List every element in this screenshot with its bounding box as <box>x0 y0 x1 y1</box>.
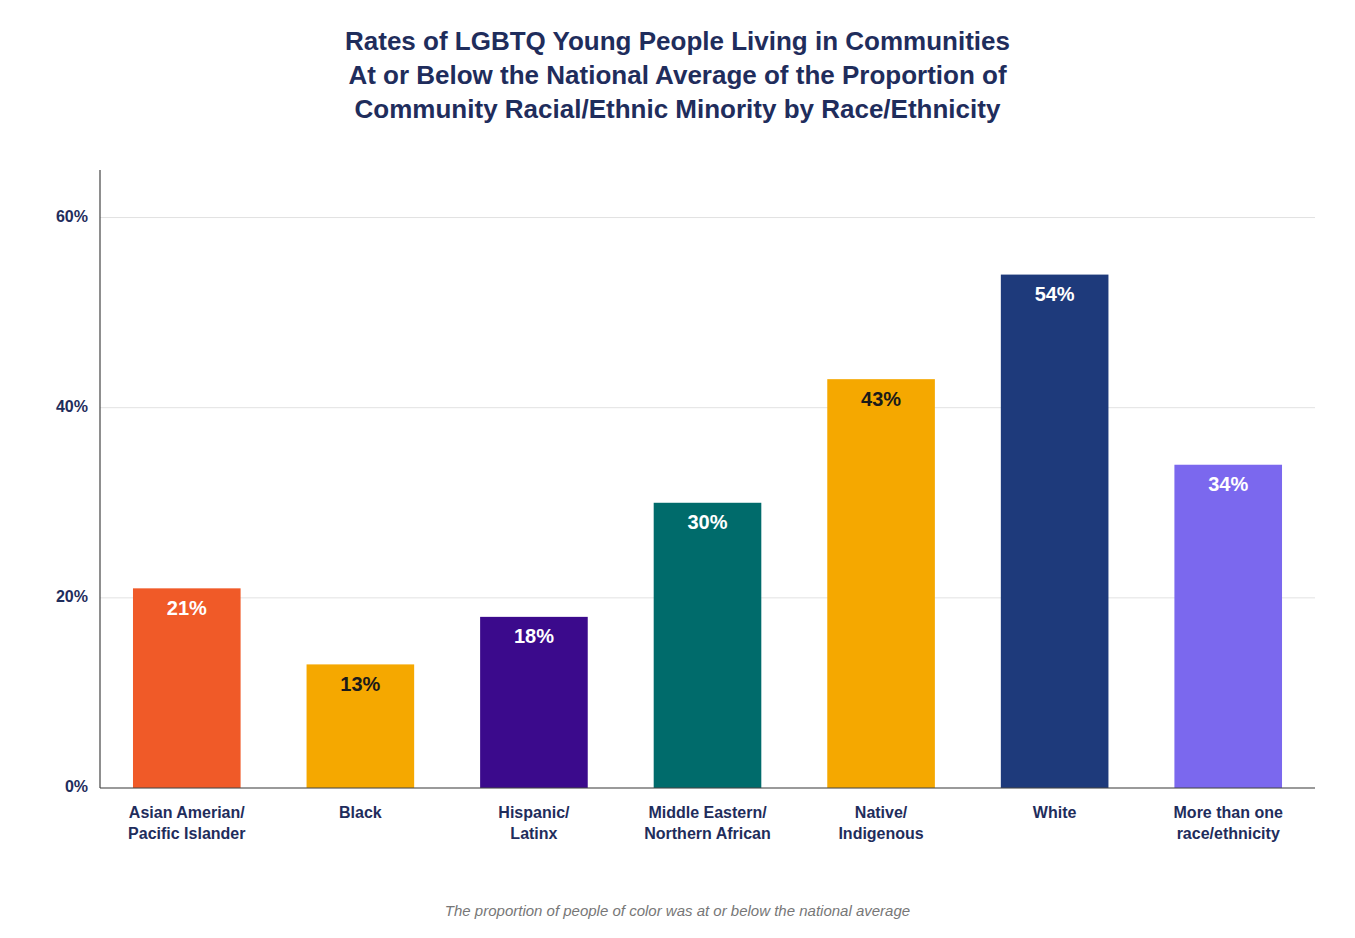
bar <box>480 617 588 788</box>
x-tick-label: Black <box>339 804 382 821</box>
data-label: 18% <box>514 625 554 647</box>
x-tick-label-line: Northern African <box>644 825 771 842</box>
y-tick-label: 40% <box>56 398 88 415</box>
x-tick-label: Native/Indigenous <box>838 804 923 842</box>
bar <box>827 379 935 788</box>
page: {"chart_data": {"type": "bar", "title": … <box>0 0 1355 938</box>
x-tick-label: More than one race/ethnicity <box>1174 804 1283 842</box>
data-label: 54% <box>1035 283 1075 305</box>
title-line: Rates of LGBTQ Young People Living in Co… <box>345 26 1010 56</box>
x-tick-label: Hispanic/Latinx <box>498 804 570 842</box>
x-tick-label-line: Indigenous <box>838 825 923 842</box>
title: Rates of LGBTQ Young People Living in Co… <box>345 26 1010 124</box>
y-tick-label: 0% <box>65 778 88 795</box>
x-tick-label-line: Black <box>339 804 382 821</box>
data-label: 43% <box>861 388 901 410</box>
data-label: 21% <box>167 597 207 619</box>
bar <box>1001 275 1109 788</box>
x-tick-label-line: Asian Amerian/ <box>129 804 245 821</box>
grid-line <box>100 407 1315 408</box>
y-tick-label: 20% <box>56 588 88 605</box>
chart: Rates of LGBTQ Young People Living in Co… <box>0 0 1355 938</box>
grid-line <box>100 217 1315 218</box>
x-tick-label-line: race/ethnicity <box>1177 825 1280 842</box>
x-tick-label: Middle Eastern/Northern African <box>644 804 771 842</box>
data-label: 30% <box>687 511 727 533</box>
subtitle: The proportion of people of color was at… <box>445 902 910 919</box>
title-line: Community Racial/Ethnic Minority by Race… <box>355 94 1001 124</box>
grid <box>100 218 1315 788</box>
data-label: 34% <box>1208 473 1248 495</box>
x-tick-label-line: Middle Eastern/ <box>648 804 767 821</box>
title-line: At or Below the National Average of the … <box>348 60 1007 90</box>
x-tick-label-line: Native/ <box>855 804 908 821</box>
y-tick-label: 60% <box>56 208 88 225</box>
bars <box>133 275 1282 788</box>
chart-container: Rates of LGBTQ Young People Living in Co… <box>0 0 1355 938</box>
x-tick-label: White <box>1033 804 1077 821</box>
y-axis-line <box>99 170 100 788</box>
x-tick-label-line: Pacific Islander <box>128 825 245 842</box>
x-tick-label-line: Latinx <box>510 825 557 842</box>
x-tick-label-line: More than one <box>1174 804 1283 821</box>
bar <box>1174 465 1282 788</box>
x-tick-label-line: White <box>1033 804 1077 821</box>
x-tick-label: Asian Amerian/Pacific Islander <box>128 804 245 842</box>
bar <box>654 503 762 788</box>
data-label: 13% <box>340 673 380 695</box>
x-tick-label-line: Hispanic/ <box>498 804 570 821</box>
bar <box>307 664 415 788</box>
bar <box>133 588 241 788</box>
grid-line <box>100 788 1315 789</box>
x-axis-line <box>100 787 1315 788</box>
